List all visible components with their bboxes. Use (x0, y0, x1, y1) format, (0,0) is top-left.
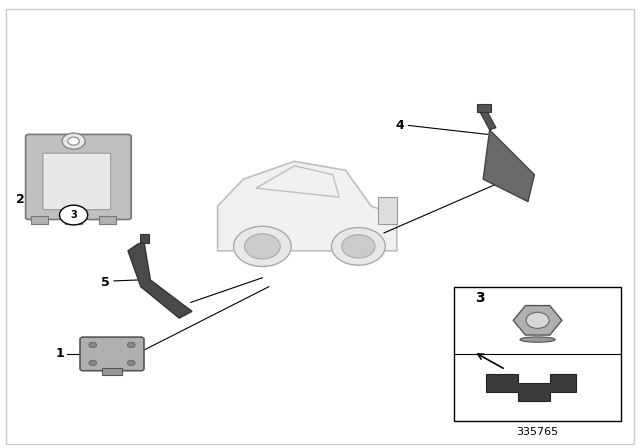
Circle shape (332, 228, 385, 265)
Ellipse shape (520, 337, 556, 342)
Text: 4: 4 (396, 119, 404, 132)
Circle shape (342, 235, 375, 258)
Text: 335765: 335765 (516, 427, 559, 437)
Bar (140, 234, 149, 243)
Circle shape (244, 234, 280, 259)
Polygon shape (513, 306, 562, 335)
Circle shape (60, 205, 88, 225)
Circle shape (68, 137, 79, 145)
FancyBboxPatch shape (43, 153, 111, 210)
PathPatch shape (128, 242, 192, 318)
Circle shape (127, 360, 135, 366)
Circle shape (127, 342, 135, 348)
Bar (454, 287, 621, 421)
Circle shape (526, 312, 549, 328)
Bar (99, 216, 116, 224)
FancyBboxPatch shape (26, 134, 131, 220)
Circle shape (89, 360, 97, 366)
Text: 2: 2 (16, 193, 25, 206)
PathPatch shape (480, 110, 496, 130)
FancyBboxPatch shape (80, 337, 144, 371)
Circle shape (89, 342, 97, 348)
Bar (102, 368, 122, 375)
Circle shape (234, 226, 291, 267)
Bar (378, 197, 397, 224)
PathPatch shape (218, 161, 397, 251)
PathPatch shape (486, 374, 576, 401)
Text: 3: 3 (70, 210, 77, 220)
Bar (31, 216, 48, 224)
Text: 5: 5 (101, 276, 110, 289)
Text: 3: 3 (475, 291, 485, 305)
Bar (477, 104, 491, 112)
Text: 1: 1 (55, 347, 64, 361)
Bar (65, 216, 82, 224)
PathPatch shape (483, 130, 534, 202)
Circle shape (62, 133, 85, 149)
